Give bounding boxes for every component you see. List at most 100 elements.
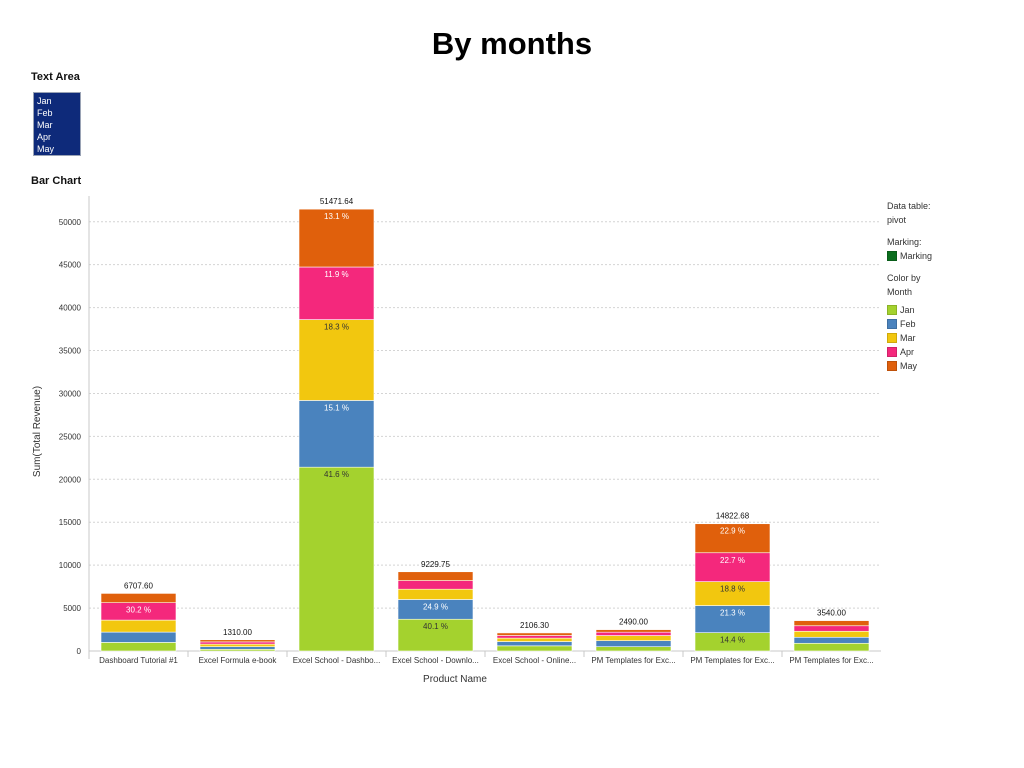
bar-segment-jan: [595, 646, 672, 652]
segment-percent-label: 18.8 %: [720, 585, 745, 594]
legend-item-label: Apr: [900, 347, 915, 357]
bar-chart-label: Bar Chart: [31, 175, 82, 187]
legend-item-jan[interactable]: Jan: [887, 303, 932, 317]
segment-percent-label: 13.1 %: [324, 212, 349, 221]
legend-item-label: Jan: [900, 305, 915, 315]
bar-segment-mar: [298, 319, 375, 401]
bar-segment-jan: [397, 618, 474, 652]
x-tick-label: Excel School - Downlo...: [392, 656, 479, 665]
x-tick-label: Dashboard Tutorial #1: [99, 656, 178, 665]
bar-total-label: 6707.60: [124, 581, 153, 590]
y-tick-label: 0: [77, 647, 82, 656]
bar-segment-mar: [199, 643, 276, 648]
segment-percent-label: 30.2 %: [126, 606, 151, 615]
month-list-item[interactable]: Mar: [37, 120, 53, 130]
month-list-item[interactable]: Apr: [37, 132, 52, 142]
marking-swatch-icon: [887, 251, 897, 261]
legend-marking-item[interactable]: Marking: [887, 249, 932, 263]
y-tick-label: 15000: [59, 518, 82, 527]
month-list-item[interactable]: Feb: [37, 108, 53, 118]
segment-percent-label: 14.4 %: [720, 636, 745, 645]
bar-segment-jan: [100, 642, 177, 652]
bar-segment-may: [694, 523, 771, 554]
segment-percent-label: 22.7 %: [720, 556, 745, 565]
bar-segment-may: [595, 629, 672, 633]
y-tick-label: 45000: [59, 261, 82, 270]
bar-segment-apr: [793, 625, 870, 632]
legend-data-table-value: pivot: [887, 215, 907, 225]
bar-segment-mar: [397, 588, 474, 600]
legend-item-mar[interactable]: Mar: [887, 331, 932, 345]
legend-item-label: Feb: [900, 319, 916, 329]
bar-segment-feb: [199, 646, 276, 650]
bar-total-label: 2490.00: [619, 618, 648, 627]
y-tick-label: 40000: [59, 304, 82, 313]
bar-segment-mar: [793, 630, 870, 638]
bar-segment-may: [793, 620, 870, 627]
y-tick-label: 10000: [59, 561, 82, 570]
bar-segment-jan: [793, 642, 870, 652]
legend-item-feb[interactable]: Feb: [887, 317, 932, 331]
month-list-item[interactable]: Jan: [37, 96, 52, 106]
bar-total-label: 51471.64: [320, 197, 354, 206]
bar-segment-mar: [595, 635, 672, 641]
bar-total-label: 9229.75: [421, 560, 450, 569]
bar-total-label: 14822.68: [716, 512, 750, 521]
bar-segment-apr: [694, 552, 771, 582]
x-axis-title: Product Name: [423, 674, 487, 685]
y-tick-label: 35000: [59, 347, 82, 356]
bar-total-label: 2106.30: [520, 621, 549, 630]
bar-segment-apr: [496, 635, 573, 639]
bar-segment-apr: [595, 631, 672, 636]
legend-item-label: May: [900, 361, 918, 371]
bar-segment-feb: [100, 631, 177, 643]
legend-swatch-icon: [887, 347, 897, 357]
segment-percent-label: 21.3 %: [720, 609, 745, 618]
segment-percent-label: 24.9 %: [423, 602, 448, 611]
legend-swatch-icon: [887, 305, 897, 315]
bar-segment-may: [298, 208, 375, 268]
legend-item-apr[interactable]: Apr: [887, 345, 932, 359]
segment-percent-label: 41.6 %: [324, 470, 349, 479]
y-tick-label: 25000: [59, 432, 82, 441]
y-tick-label: 50000: [59, 218, 82, 227]
bar-segment-feb: [298, 400, 375, 468]
legend-swatch-icon: [887, 319, 897, 329]
legend-item-may[interactable]: May: [887, 359, 932, 373]
month-list-item[interactable]: May: [37, 144, 55, 154]
y-tick-label: 30000: [59, 389, 82, 398]
bar-segment-mar: [496, 637, 573, 642]
month-list-box[interactable]: Jan Feb Mar Apr May: [33, 92, 81, 156]
legend-swatch-icon: [887, 361, 897, 371]
y-tick-label: 20000: [59, 475, 82, 484]
x-tick-label: Excel School - Online...: [493, 656, 576, 665]
bar-segment-may: [100, 593, 177, 604]
x-tick-label: PM Templates for Exc...: [591, 656, 675, 665]
x-tick-label: Excel School - Dashbo...: [293, 656, 381, 665]
legend-color-by-field: Month: [887, 287, 913, 297]
segment-percent-label: 22.9 %: [720, 527, 745, 536]
legend-marking-text: Marking: [900, 251, 933, 261]
bar-segment-may: [397, 571, 474, 581]
bar-total-label: 3540.00: [817, 609, 846, 618]
chart-legend: Data table: pivot Marking: Marking Color…: [887, 199, 932, 373]
legend-color-by-label: Color by: [887, 273, 921, 283]
bar-segment-mar: [100, 619, 177, 633]
bar-segment-may: [199, 639, 276, 643]
x-tick-label: PM Templates for Exc...: [690, 656, 774, 665]
x-tick-label: PM Templates for Exc...: [789, 656, 873, 665]
segment-percent-label: 40.1 %: [423, 622, 448, 631]
bar-segment-jan: [298, 466, 375, 652]
segment-percent-label: 11.9 %: [324, 270, 348, 279]
bar-segment-apr: [397, 580, 474, 590]
page-title: By months: [431, 26, 593, 61]
segment-percent-label: 18.3 %: [324, 323, 349, 332]
bar-segment-jan: [496, 645, 573, 652]
y-tick-label: 5000: [63, 604, 81, 613]
segment-percent-label: 15.1 %: [324, 403, 349, 412]
legend-swatch-icon: [887, 333, 897, 343]
bar-segment-apr: [199, 641, 276, 645]
text-area-label: Text Area: [31, 71, 80, 83]
y-axis-title: Sum(Total Revenue): [32, 386, 43, 477]
